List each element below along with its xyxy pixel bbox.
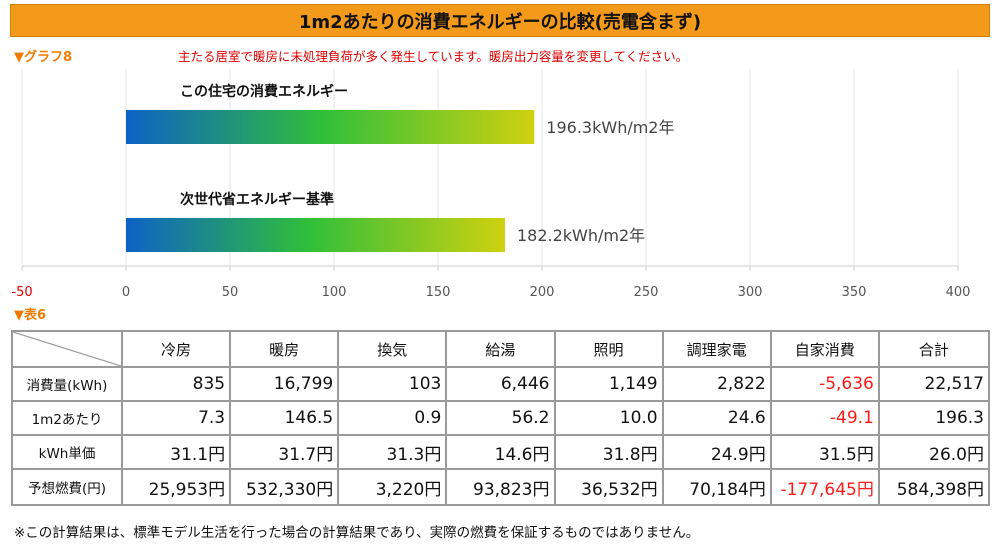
table-cell: 36,532円 — [556, 470, 664, 504]
column-header: 調理家電 — [663, 332, 772, 368]
bar-category-label: 次世代省エネルギー基準 — [180, 191, 334, 208]
row-label: 1m2あたり — [13, 402, 123, 436]
table-row: 1m2あたり 7.3 146.5 0.9 56.2 10.0 24.6 -49.1 196.3 — [13, 402, 988, 436]
table-cell: 2,822 — [663, 368, 772, 402]
table-cell: 7.3 — [123, 402, 232, 436]
footnote: ※この計算結果は、標準モデル生活を行った場合の計算結果であり、実際の燃費を保証す… — [14, 525, 700, 541]
column-header: 換気 — [339, 332, 448, 368]
column-header: 照明 — [555, 332, 664, 368]
energy-table: 冷房 暖房 換気 給湯 照明 調理家電 自家消費 合計 消費量(kWh) 835 16,799 10… — [11, 330, 990, 506]
table-cell: 3,220円 — [339, 470, 448, 504]
table-cell: 56.2 — [447, 402, 556, 436]
column-header: 自家消費 — [771, 332, 880, 368]
table-cell: 31.8円 — [555, 436, 664, 470]
energy-bar-chart: -50 0 50 100 150 200 250 300 350 400 この住宅の消費エネルギー 1… — [11, 70, 971, 300]
table-cell: 31.1円 — [123, 436, 232, 470]
table-cell: -49.1 — [771, 402, 880, 436]
column-header: 合計 — [879, 332, 988, 368]
x-tick-label: 300 — [738, 285, 763, 300]
x-tick-label: -50 — [11, 285, 32, 300]
bar-value-label: 196.3kWh/m2年 — [546, 118, 674, 137]
table-cell: 93,823円 — [447, 470, 556, 504]
table-cell: 14.6円 — [447, 436, 556, 470]
table-row: 予想燃費(円) 25,953円 532,330円 3,220円 93,823円 36,53… — [13, 470, 988, 504]
table-row: kWh単価 31.1円 31.7円 31.3円 14.6円 31.8円 24.9円 31.5円… — [13, 436, 988, 470]
column-header: 給湯 — [447, 332, 556, 368]
row-label: 予想燃費(円) — [13, 470, 123, 504]
table-cell: 532,330円 — [231, 470, 340, 504]
table-cell: 31.3円 — [339, 436, 448, 470]
table-cell: 10.0 — [555, 402, 664, 436]
bar-value-label: 182.2kWh/m2年 — [517, 226, 645, 245]
page-title: 1m2あたりの消費エネルギーの比較(売電含まず) — [10, 4, 990, 37]
table-cell: -177,645円 — [772, 470, 880, 504]
x-tick-label: 50 — [222, 285, 239, 300]
table-header-row: 冷房 暖房 換気 給湯 照明 調理家電 自家消費 合計 — [13, 332, 988, 368]
table-cell: -5,636 — [771, 368, 880, 402]
table-cell: 25,953円 — [123, 470, 232, 504]
diagonal-line — [13, 332, 121, 366]
column-header: 暖房 — [231, 332, 340, 368]
table-cell: 0.9 — [339, 402, 448, 436]
table-cell: 24.6 — [663, 402, 772, 436]
warning-message: 主たる居室で暖房に未処理負荷が多く発生しています。暖房出力容量を変更してください… — [178, 49, 689, 64]
table-corner-cell — [13, 332, 123, 368]
table-cell: 146.5 — [231, 402, 340, 436]
table-cell: 6,446 — [447, 368, 556, 402]
x-tick-label: 400 — [946, 285, 971, 300]
row-label: 消費量(kWh) — [13, 368, 123, 402]
graph-section-label: ▼グラフ8 — [14, 50, 73, 65]
table-row: 消費量(kWh) 835 16,799 103 6,446 1,149 2,822 -5,63… — [13, 368, 988, 402]
row-label: kWh単価 — [13, 436, 123, 470]
x-tick-label: 100 — [322, 285, 347, 300]
x-tick-label: 350 — [842, 285, 867, 300]
table-cell: 196.3 — [879, 402, 988, 436]
x-tick-label: 250 — [634, 285, 659, 300]
bar-category-label: この住宅の消費エネルギー — [180, 83, 348, 100]
table-cell: 835 — [123, 368, 232, 402]
table-cell: 22,517 — [879, 368, 988, 402]
table-cell: 24.9円 — [663, 436, 772, 470]
column-header: 冷房 — [123, 332, 232, 368]
table-cell: 103 — [339, 368, 448, 402]
table-cell: 31.7円 — [231, 436, 340, 470]
table-cell: 31.5円 — [771, 436, 880, 470]
table-cell: 70,184円 — [664, 470, 772, 504]
bar — [126, 218, 505, 252]
table-cell: 1,149 — [555, 368, 664, 402]
bar — [126, 110, 535, 144]
x-tick-label: 0 — [122, 285, 130, 300]
table-cell: 26.0円 — [879, 436, 988, 470]
table-cell: 16,799 — [231, 368, 340, 402]
x-tick-label: 150 — [426, 285, 451, 300]
x-tick-label: 200 — [530, 285, 555, 300]
table-section-label: ▼表6 — [14, 308, 47, 323]
table-cell: 584,398円 — [896, 479, 984, 500]
